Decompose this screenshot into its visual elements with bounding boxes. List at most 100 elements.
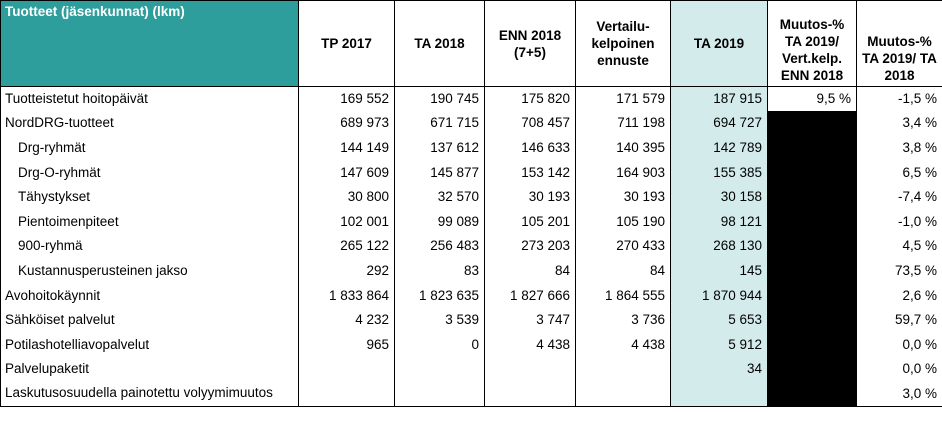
- cell-change-vs-ta: 0,0 %: [856, 332, 942, 358]
- cell-ta-2019: 187 915: [670, 86, 768, 112]
- column-header-enn-2018: ENN 2018 (7+5): [484, 0, 576, 87]
- products-table: Tuotteet (jäsenkunnat) (lkm) TP 2017 TA …: [0, 0, 942, 407]
- cell-tp-2017: 30 800: [298, 184, 395, 210]
- cell-ta-2019: 1 870 944: [670, 283, 768, 308]
- cell-tp-2017: 689 973: [298, 111, 395, 136]
- cell-ta-2018: 190 745: [394, 86, 485, 112]
- cell-change-vs-enn: [767, 135, 857, 161]
- table-row: Potilashotelliavopalvelut 965 0 4 438 4 438 5…: [0, 332, 942, 358]
- row-label: Pientoimenpiteet: [0, 209, 299, 235]
- table-row: Pientoimenpiteet 102 001 99 089 105 201 105 …: [0, 209, 942, 235]
- cell-enn-2018: 273 203: [484, 234, 576, 259]
- cell-change-vs-ta: 59,7 %: [856, 307, 942, 333]
- cell-ta-2018: [394, 357, 485, 382]
- column-header-change-vs-enn: Muutos-% TA 2019/ Vert.kelp. ENN 2018: [767, 0, 857, 87]
- column-header-ta-2018: TA 2018: [394, 0, 485, 87]
- cell-enn-2018: 105 201: [484, 209, 576, 235]
- cell-ta-2019: 98 121: [670, 209, 768, 235]
- row-label: Sähköiset palvelut: [0, 307, 299, 333]
- cell-change-vs-enn: [767, 332, 857, 358]
- cell-change-vs-ta: 4,5 %: [856, 234, 942, 259]
- table-row: Tähystykset 30 800 32 570 30 193 30 193 30 15…: [0, 184, 942, 210]
- cell-ta-2018: 671 715: [394, 111, 485, 136]
- cell-enn-2018: 153 142: [484, 160, 576, 185]
- cell-comparable-forecast: 140 395: [575, 135, 671, 161]
- table-row: Laskutusosuudella painotettu volyymimuut…: [0, 381, 942, 407]
- cell-comparable-forecast: 3 736: [575, 307, 671, 333]
- table-row: Drg-O-ryhmät 147 609 145 877 153 142 164 903…: [0, 160, 942, 185]
- cell-ta-2018: 83: [394, 258, 485, 284]
- table-row: NordDRG-tuotteet 689 973 671 715 708 457 711…: [0, 111, 942, 136]
- cell-comparable-forecast: 164 903: [575, 160, 671, 185]
- cell-enn-2018: 708 457: [484, 111, 576, 136]
- cell-ta-2018: 256 483: [394, 234, 485, 259]
- table-title: Tuotteet (jäsenkunnat) (lkm): [0, 0, 299, 87]
- cell-enn-2018: [484, 357, 576, 382]
- table-row: Palvelupaketit 34 0,0 %: [0, 357, 942, 382]
- cell-change-vs-ta: -7,4 %: [856, 184, 942, 210]
- cell-tp-2017: [298, 381, 395, 407]
- cell-ta-2019: 5 912: [670, 332, 768, 358]
- cell-enn-2018: 175 820: [484, 86, 576, 112]
- cell-ta-2018: 137 612: [394, 135, 485, 161]
- cell-enn-2018: 84: [484, 258, 576, 284]
- cell-ta-2019: 155 385: [670, 160, 768, 185]
- column-header-tp-2017: TP 2017: [298, 0, 395, 87]
- cell-tp-2017: 102 001: [298, 209, 395, 235]
- table-row: Drg-ryhmät 144 149 137 612 146 633 140 395 14…: [0, 135, 942, 161]
- row-label: Laskutusosuudella painotettu volyymimuut…: [0, 381, 299, 407]
- cell-ta-2019: 142 789: [670, 135, 768, 161]
- cell-enn-2018: 3 747: [484, 307, 576, 333]
- cell-comparable-forecast: 4 438: [575, 332, 671, 358]
- cell-tp-2017: 147 609: [298, 160, 395, 185]
- table-row: 900-ryhmä 265 122 256 483 273 203 270 433 268…: [0, 234, 942, 259]
- cell-change-vs-ta: 6,5 %: [856, 160, 942, 185]
- column-header-comparable-forecast: Vertailu- kelpoinen ennuste: [575, 0, 671, 87]
- cell-ta-2018: 99 089: [394, 209, 485, 235]
- table-row: Kustannusperusteinen jakso 292 83 84 84 145 73…: [0, 258, 942, 284]
- cell-change-vs-enn: 9,5 %: [767, 86, 857, 112]
- cell-change-vs-enn: [767, 160, 857, 185]
- cell-comparable-forecast: 30 193: [575, 184, 671, 210]
- cell-ta-2019: 145: [670, 258, 768, 284]
- cell-ta-2018: 145 877: [394, 160, 485, 185]
- cell-change-vs-enn: [767, 209, 857, 235]
- cell-ta-2018: [394, 381, 485, 407]
- cell-enn-2018: [484, 381, 576, 407]
- cell-change-vs-ta: 0,0 %: [856, 357, 942, 382]
- cell-change-vs-enn: [767, 381, 857, 407]
- row-label: Drg-O-ryhmät: [0, 160, 299, 185]
- cell-tp-2017: 265 122: [298, 234, 395, 259]
- row-label: NordDRG-tuotteet: [0, 111, 299, 136]
- cell-change-vs-enn: [767, 283, 857, 308]
- column-header-change-vs-ta: Muutos-% TA 2019/ TA 2018: [856, 0, 942, 87]
- cell-change-vs-ta: 2,6 %: [856, 283, 942, 308]
- row-label: Kustannusperusteinen jakso: [0, 258, 299, 284]
- cell-tp-2017: [298, 357, 395, 382]
- cell-tp-2017: 4 232: [298, 307, 395, 333]
- row-label: Potilashotelliavopalvelut: [0, 332, 299, 358]
- cell-ta-2018: 32 570: [394, 184, 485, 210]
- cell-change-vs-ta: 73,5 %: [856, 258, 942, 284]
- row-label: Palvelupaketit: [0, 357, 299, 382]
- cell-change-vs-enn: [767, 184, 857, 210]
- cell-comparable-forecast: 105 190: [575, 209, 671, 235]
- cell-enn-2018: 4 438: [484, 332, 576, 358]
- cell-change-vs-ta: 3,8 %: [856, 135, 942, 161]
- cell-enn-2018: 30 193: [484, 184, 576, 210]
- cell-ta-2019: 34: [670, 357, 768, 382]
- cell-ta-2018: 0: [394, 332, 485, 358]
- cell-enn-2018: 1 827 666: [484, 283, 576, 308]
- row-label: Tuotteistetut hoitopäivät: [0, 86, 299, 112]
- cell-comparable-forecast: 270 433: [575, 234, 671, 259]
- table-row: Sähköiset palvelut 4 232 3 539 3 747 3 736 5 …: [0, 307, 942, 333]
- cell-ta-2019: 268 130: [670, 234, 768, 259]
- cell-ta-2019: 5 653: [670, 307, 768, 333]
- header-row: Tuotteet (jäsenkunnat) (lkm) TP 2017 TA …: [0, 0, 942, 87]
- cell-comparable-forecast: 1 864 555: [575, 283, 671, 308]
- cell-change-vs-enn: [767, 234, 857, 259]
- cell-change-vs-enn: [767, 111, 857, 136]
- cell-tp-2017: 965: [298, 332, 395, 358]
- row-label: Avohoitokäynnit: [0, 283, 299, 308]
- row-label: 900-ryhmä: [0, 234, 299, 259]
